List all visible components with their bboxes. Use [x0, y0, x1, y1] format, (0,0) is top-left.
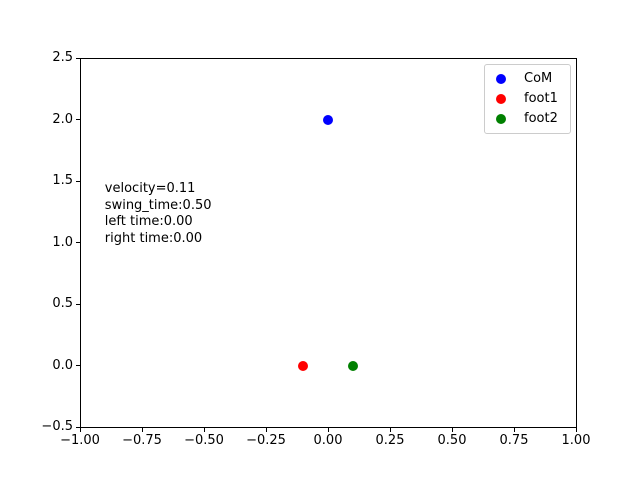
y-tick-mark	[76, 242, 80, 243]
legend-item: foot1	[485, 89, 570, 109]
legend-marker-circle	[496, 114, 506, 124]
x-tick-label: 0.75	[499, 433, 529, 448]
x-tick-label: −0.75	[122, 433, 162, 448]
y-tick-label: 1.0	[52, 234, 73, 250]
scatter-point-foot2	[347, 360, 358, 371]
x-tick-mark	[389, 428, 391, 432]
scatter-point-foot1	[298, 360, 309, 371]
y-tick-mark	[76, 303, 80, 305]
legend-marker-circle	[496, 74, 506, 84]
x-tick-label: −0.25	[246, 433, 286, 448]
legend-marker-circle	[496, 94, 506, 104]
x-tick-label: 0.00	[313, 433, 343, 448]
annotation-line: right time:0.00	[104, 231, 203, 247]
x-tick-mark	[575, 428, 577, 432]
y-tick-mark	[76, 180, 80, 182]
legend-label: foot2	[524, 111, 558, 126]
y-tick-label: 0.5	[52, 296, 73, 311]
y-tick-mark	[76, 365, 80, 366]
annotation-line: velocity=0.11	[104, 181, 196, 196]
x-tick-mark	[451, 428, 453, 432]
annotation-line: swing_time:0.50	[104, 197, 212, 213]
annotation: velocity=0.11 swing_time:0.50 left time:0.…	[105, 181, 212, 248]
annotation-line: left time:0.00	[104, 214, 193, 230]
y-tick-mark	[76, 57, 80, 59]
y-tick-mark	[76, 119, 80, 120]
legend-item: CoM	[485, 69, 570, 89]
x-tick-mark	[327, 428, 329, 432]
y-tick-label: 1.5	[52, 173, 73, 188]
x-tick-label: 1.00	[561, 433, 591, 448]
x-tick-mark	[79, 428, 81, 432]
legend: CoM foot1 foot2	[484, 64, 571, 134]
x-tick-label: −1.00	[60, 433, 100, 448]
x-tick-mark	[141, 428, 143, 432]
legend-item: foot2	[485, 109, 570, 129]
legend-label: foot1	[524, 91, 558, 106]
x-tick-mark	[203, 428, 205, 432]
x-tick-label: 0.50	[437, 433, 467, 448]
x-tick-mark	[513, 428, 515, 432]
x-tick-label: 0.25	[375, 433, 405, 448]
scatter-point-com	[323, 114, 333, 125]
legend-label: CoM	[524, 71, 553, 86]
y-tick-mark	[76, 426, 80, 428]
y-tick-label: −0.5	[41, 419, 73, 434]
y-tick-label: 2.5	[52, 50, 73, 65]
y-tick-label: 2.0	[52, 111, 73, 127]
x-tick-mark	[265, 428, 267, 432]
y-tick-label: 0.0	[52, 357, 73, 373]
x-tick-label: −0.50	[184, 433, 224, 448]
